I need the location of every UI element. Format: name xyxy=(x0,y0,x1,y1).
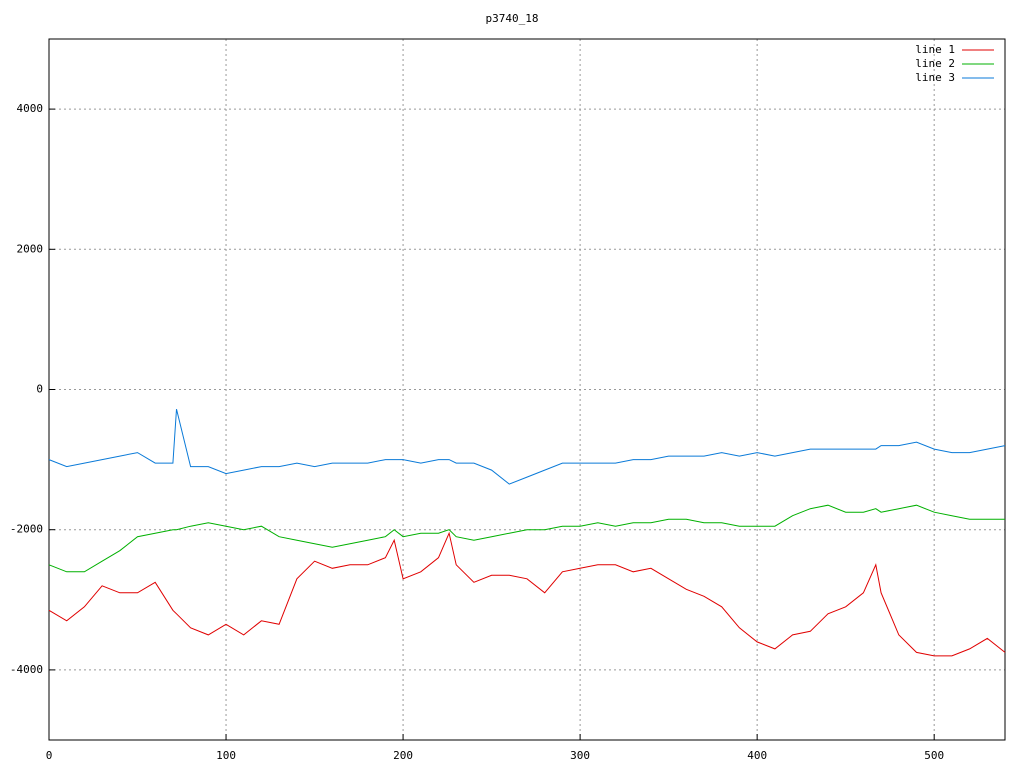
y-tick-label: -2000 xyxy=(10,523,43,536)
x-tick-label: 500 xyxy=(924,749,944,762)
y-tick-label: 4000 xyxy=(17,102,44,115)
plot-frame xyxy=(48,38,1006,741)
y-tick-label: 2000 xyxy=(17,242,44,255)
data-line xyxy=(48,408,1006,485)
legend-label: line 3 xyxy=(915,71,955,84)
data-line xyxy=(48,504,1005,573)
y-tick-label: 0 xyxy=(36,383,43,396)
x-tick-label: 300 xyxy=(570,749,590,762)
y-tick-label: -4000 xyxy=(10,663,43,676)
x-tick-label: 400 xyxy=(747,749,767,762)
legend-label: line 1 xyxy=(915,43,955,56)
legend-label: line 2 xyxy=(915,57,955,70)
chart-title: p3740_18 xyxy=(486,12,539,25)
x-tick-label: 200 xyxy=(393,749,413,762)
x-tick-label: 0 xyxy=(46,749,53,762)
x-tick-label: 100 xyxy=(216,749,236,762)
data-line xyxy=(48,531,1006,657)
